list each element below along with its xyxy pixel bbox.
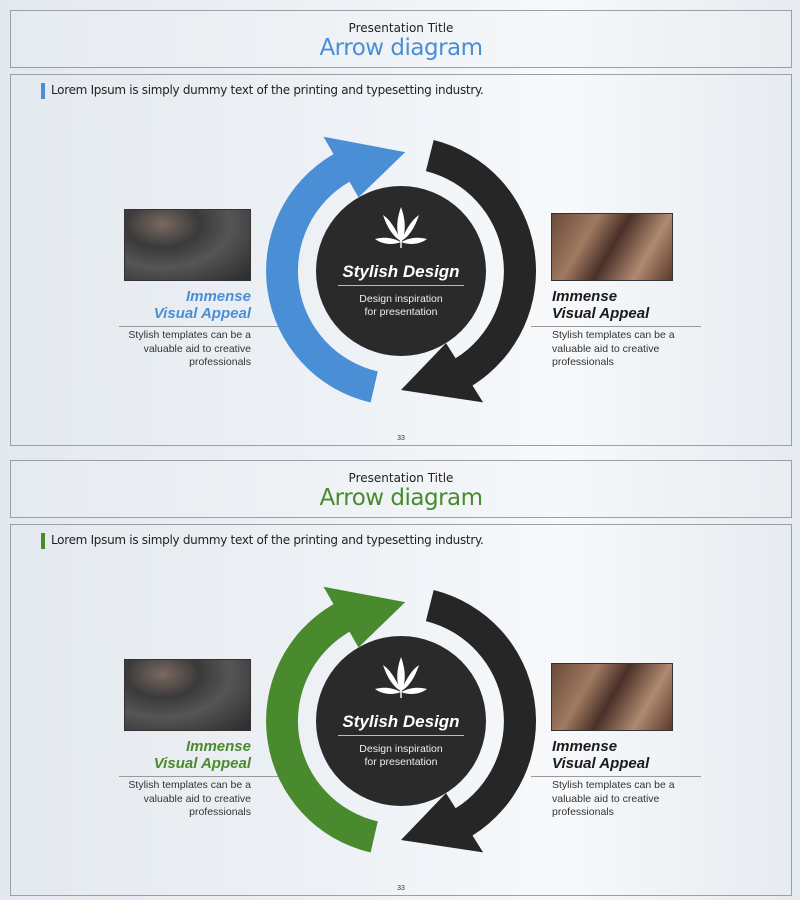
title-box: Presentation Title Arrow diagram	[10, 10, 792, 68]
subtitle: Lorem Ipsum is simply dummy text of the …	[41, 83, 484, 99]
subtitle: Lorem Ipsum is simply dummy text of the …	[41, 533, 484, 549]
presentation-title: Presentation Title	[348, 471, 454, 485]
right-description: Stylish templates can be a valuable aid t…	[552, 329, 675, 368]
center-divider	[338, 735, 464, 736]
content-box: Lorem Ipsum is simply dummy text of the …	[10, 524, 792, 896]
center-circle	[316, 186, 486, 356]
right-divider	[531, 776, 701, 777]
slide-title: Arrow diagram	[319, 35, 483, 61]
right-heading: Immense Visual Appeal	[552, 288, 650, 322]
right-description: Stylish templates can be a valuable aid t…	[552, 779, 675, 818]
center-subtext: Design inspiration for presentation	[359, 743, 443, 768]
page-number: 33	[397, 435, 405, 442]
accent-cycle-arrow	[266, 136, 406, 403]
cannabis-leaf-icon	[375, 207, 427, 248]
left-divider	[119, 326, 289, 327]
slide: Presentation Title Arrow diagram Lorem I…	[0, 0, 800, 450]
center-circle	[316, 636, 486, 806]
left-photo	[124, 209, 251, 281]
dark-cycle-arrow	[401, 590, 537, 853]
slide-title: Arrow diagram	[319, 485, 483, 511]
right-divider	[531, 326, 701, 327]
left-description: Stylish templates can be a valuable aid t…	[128, 779, 251, 818]
right-photo	[551, 663, 673, 731]
cannabis-leaf-icon	[375, 657, 427, 698]
right-photo	[551, 213, 673, 281]
left-heading: Immense Visual Appeal	[153, 738, 251, 772]
center-heading: Stylish Design	[342, 712, 460, 731]
arrow-diagram	[266, 136, 537, 403]
left-description: Stylish templates can be a valuable aid t…	[128, 329, 251, 368]
slide: Presentation Title Arrow diagram Lorem I…	[0, 450, 800, 900]
center-subtext: Design inspiration for presentation	[359, 293, 443, 318]
subtitle-text: Lorem Ipsum is simply dummy text of the …	[51, 533, 484, 547]
content-box: Lorem Ipsum is simply dummy text of the …	[10, 74, 792, 446]
page-number: 33	[397, 885, 405, 892]
left-photo	[124, 659, 251, 731]
left-divider	[119, 776, 289, 777]
right-heading: Immense Visual Appeal	[552, 738, 650, 772]
subtitle-text: Lorem Ipsum is simply dummy text of the …	[51, 83, 484, 97]
accent-cycle-arrow	[266, 586, 406, 853]
accent-bar	[41, 533, 45, 549]
accent-bar	[41, 83, 45, 99]
arrow-diagram	[266, 586, 537, 853]
center-divider	[338, 285, 464, 286]
presentation-title: Presentation Title	[348, 21, 454, 35]
dark-cycle-arrow	[401, 140, 537, 403]
title-box: Presentation Title Arrow diagram	[10, 460, 792, 518]
left-heading: Immense Visual Appeal	[153, 288, 251, 322]
center-heading: Stylish Design	[342, 262, 460, 281]
